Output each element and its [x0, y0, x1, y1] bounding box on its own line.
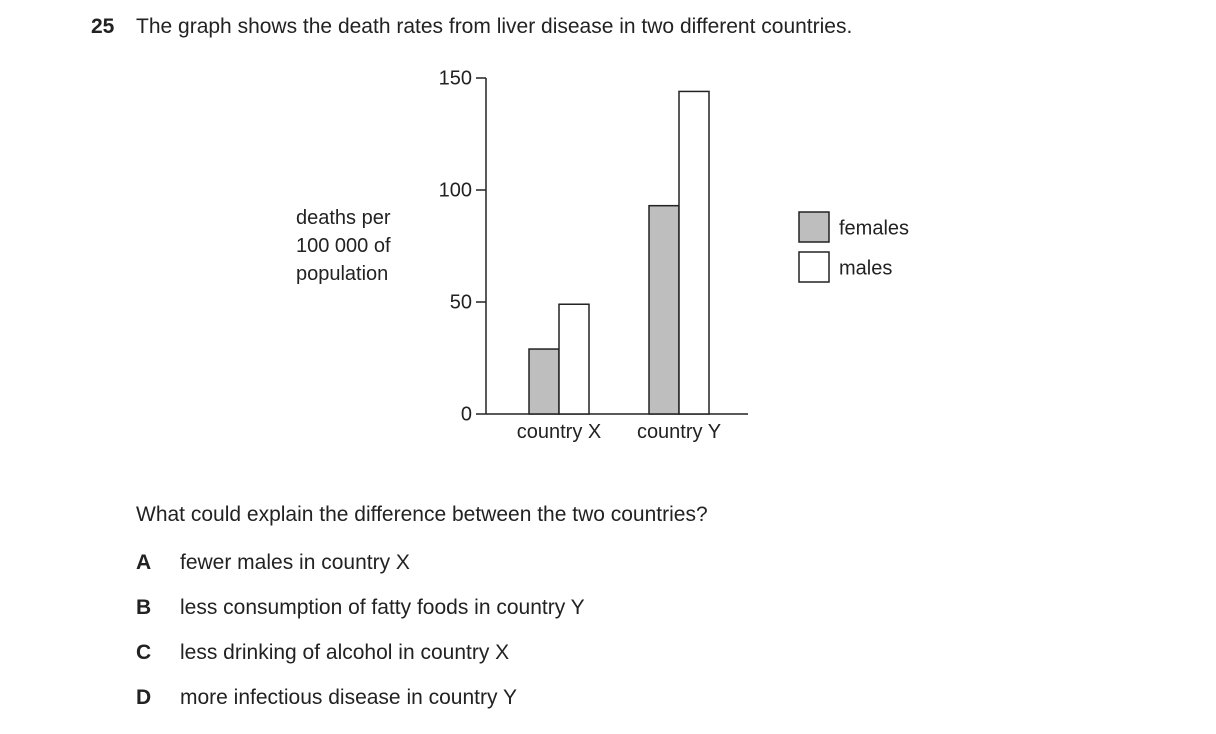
legend-swatch: [798, 251, 830, 283]
option-letter: A: [136, 551, 152, 574]
legend-swatch: [798, 211, 830, 243]
y-tick-label: 50: [450, 291, 472, 313]
y-tick-label: 100: [439, 179, 472, 201]
option-text: more infectious disease in country Y: [180, 686, 517, 709]
question-number: 25: [91, 15, 115, 38]
question-prompt: What could explain the difference betwee…: [136, 503, 708, 526]
x-tick-label: country X: [516, 421, 602, 443]
option-text: fewer males in country X: [180, 551, 410, 574]
option-letter: B: [136, 596, 152, 619]
bar: [558, 303, 590, 415]
bar: [678, 90, 710, 415]
legend-label: females: [839, 217, 909, 239]
legend-label: males: [839, 257, 892, 279]
question-text: The graph shows the death rates from liv…: [136, 15, 853, 38]
y-tick-label: 0: [461, 403, 472, 425]
x-tick-label: country Y: [636, 421, 722, 443]
option-text: less drinking of alcohol in country X: [180, 641, 510, 664]
bar: [648, 204, 680, 415]
bar: [528, 348, 560, 415]
option-letter: D: [136, 686, 152, 709]
y-tick-label: 150: [439, 67, 472, 89]
option-letter: C: [136, 641, 152, 664]
option-text: less consumption of fatty foods in count…: [180, 596, 585, 619]
y-axis-label: deaths per 100 000 of population: [296, 207, 391, 285]
